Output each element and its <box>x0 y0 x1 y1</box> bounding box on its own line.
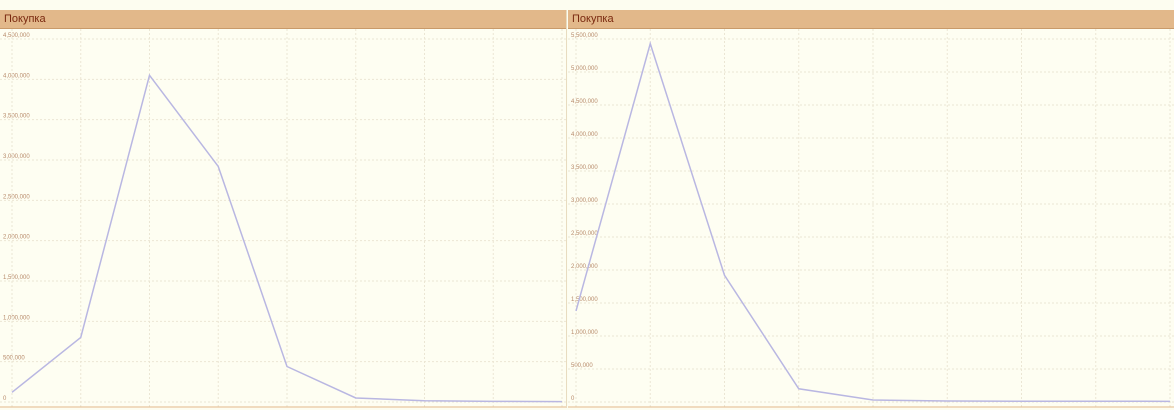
y-tick-label: 4,000,000 <box>3 73 30 79</box>
y-tick-label: 500,000 <box>3 356 25 362</box>
line-chart: 0 500,000 1,000,000 1,500,000 2,000,000 2,500… <box>568 29 1174 408</box>
chart-panel-right: Покупка 0 500,000 1,000,000 1,500,000 2,000,… <box>568 10 1174 408</box>
panel-title: Покупка <box>568 10 1174 29</box>
line-chart: 0 500,000 1,000,000 1,500,000 2,000,000 2,500… <box>0 29 566 408</box>
y-tick-label: 0 <box>571 396 575 402</box>
y-tick-label: 500,000 <box>571 363 593 369</box>
y-tick-label: 4,500,000 <box>571 99 598 105</box>
y-tick-label: 2,500,000 <box>571 231 598 237</box>
series-line <box>11 73 563 403</box>
y-tick-label: 5,000,000 <box>571 66 598 72</box>
y-tick-label: 1,500,000 <box>571 297 598 303</box>
y-tick-label: 5,500,000 <box>571 33 598 39</box>
y-tick-label: 4,000,000 <box>571 132 598 138</box>
y-tick-label: 1,500,000 <box>3 275 30 281</box>
y-tick-label: 3,000,000 <box>571 198 598 204</box>
y-tick-label: 3,500,000 <box>3 114 30 120</box>
y-tick-label: 0 <box>3 396 7 402</box>
plot-area: 0 500,000 1,000,000 1,500,000 2,000,000 2,500… <box>568 29 1174 408</box>
y-tick-label: 3,000,000 <box>3 154 30 160</box>
series-line <box>575 41 1171 403</box>
chart-panel-left: Покупка 0 500,000 1,000,000 1,500,000 2,000,… <box>0 10 567 408</box>
y-tick-label: 2,500,000 <box>3 194 30 200</box>
panel-title: Покупка <box>0 10 566 29</box>
y-tick-label: 4,500,000 <box>3 33 30 39</box>
y-tick-label: 3,500,000 <box>571 165 598 171</box>
y-tick-label: 2,000,000 <box>571 264 598 270</box>
plot-area: 0 500,000 1,000,000 1,500,000 2,000,000 2,500… <box>0 29 566 408</box>
y-tick-label: 1,000,000 <box>3 315 30 321</box>
y-tick-label: 2,000,000 <box>3 235 30 241</box>
y-tick-label: 1,000,000 <box>571 330 598 336</box>
